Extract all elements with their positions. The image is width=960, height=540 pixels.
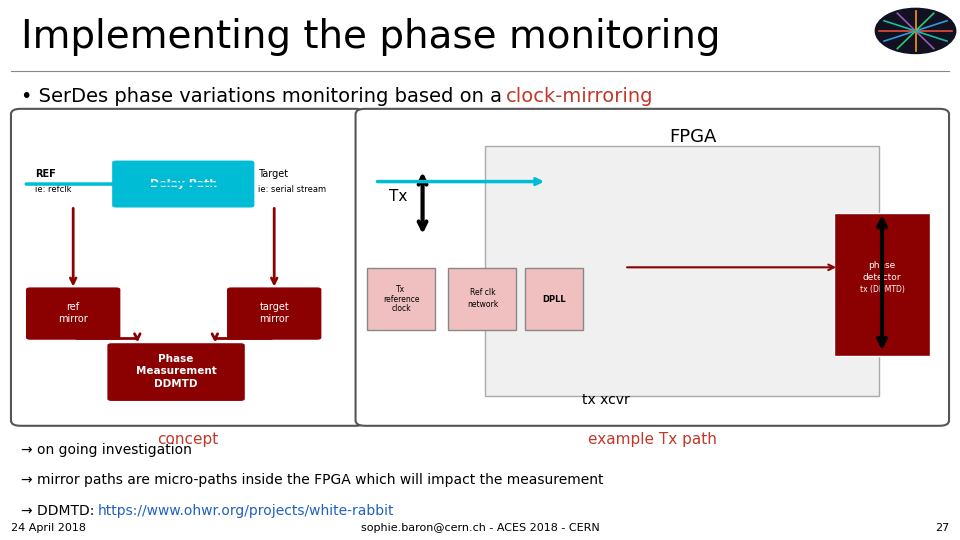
Text: Implementing the phase monitoring: Implementing the phase monitoring: [20, 17, 720, 56]
Text: concept: concept: [157, 432, 219, 447]
Text: → on going investigation: → on going investigation: [20, 443, 191, 457]
Text: 27: 27: [935, 523, 949, 533]
Text: Ref clk: Ref clk: [469, 288, 495, 297]
Text: Target: Target: [258, 170, 288, 179]
Text: network: network: [467, 300, 498, 309]
FancyBboxPatch shape: [107, 342, 246, 402]
FancyBboxPatch shape: [111, 160, 255, 208]
Text: clock-mirroring: clock-mirroring: [506, 87, 654, 106]
Text: target: target: [259, 302, 289, 312]
Text: Tx: Tx: [396, 285, 405, 294]
Text: mirror: mirror: [59, 314, 88, 324]
Text: example Tx path: example Tx path: [588, 432, 717, 447]
Text: tx xcvr: tx xcvr: [583, 393, 630, 407]
Text: DDMTD: DDMTD: [155, 379, 198, 389]
Text: REF: REF: [35, 170, 56, 179]
Text: ie: serial stream: ie: serial stream: [258, 185, 326, 194]
FancyBboxPatch shape: [485, 146, 879, 396]
FancyBboxPatch shape: [367, 268, 435, 330]
FancyBboxPatch shape: [11, 109, 365, 426]
Text: → DDMTD:: → DDMTD:: [20, 504, 98, 518]
Text: ref: ref: [66, 302, 80, 312]
Text: https://www.ohwr.org/projects/white-rabbit: https://www.ohwr.org/projects/white-rabb…: [98, 504, 395, 518]
Text: tx (DDMTD): tx (DDMTD): [859, 285, 904, 294]
FancyBboxPatch shape: [448, 268, 516, 330]
Text: mirror: mirror: [259, 314, 289, 324]
Text: 24 April 2018: 24 April 2018: [11, 523, 86, 533]
Text: FPGA: FPGA: [669, 127, 716, 146]
Text: ie: refclk: ie: refclk: [35, 185, 71, 194]
Text: Delay Path: Delay Path: [150, 179, 217, 189]
Text: DPLL: DPLL: [542, 294, 566, 303]
Text: → mirror paths are micro-paths inside the FPGA which will impact the measurement: → mirror paths are micro-paths inside th…: [20, 472, 603, 487]
FancyBboxPatch shape: [227, 287, 322, 340]
Circle shape: [876, 9, 956, 53]
Text: detector: detector: [863, 273, 901, 282]
FancyBboxPatch shape: [355, 109, 949, 426]
Text: • SerDes phase variations monitoring based on a: • SerDes phase variations monitoring bas…: [20, 87, 508, 106]
Text: reference: reference: [383, 294, 420, 303]
Text: sophie.baron@cern.ch - ACES 2018 - CERN: sophie.baron@cern.ch - ACES 2018 - CERN: [361, 523, 599, 533]
Text: Tx: Tx: [389, 190, 407, 204]
Text: Phase: Phase: [158, 354, 194, 363]
Text: phase: phase: [869, 261, 896, 270]
Text: clock: clock: [392, 304, 411, 313]
FancyBboxPatch shape: [525, 268, 584, 330]
FancyBboxPatch shape: [834, 213, 930, 356]
Text: Measurement: Measurement: [135, 366, 216, 376]
FancyBboxPatch shape: [25, 287, 121, 340]
